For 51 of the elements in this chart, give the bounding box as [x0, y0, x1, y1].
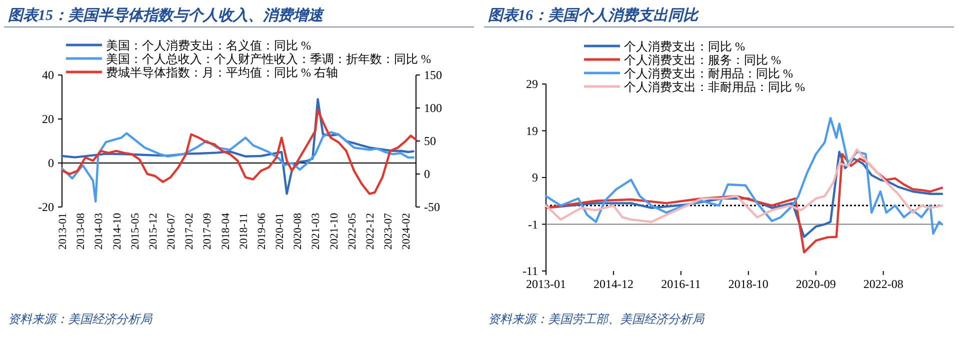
x-tick-label: 2013-01: [526, 277, 566, 291]
text: 资料来源：美国经济分析局: [8, 312, 153, 326]
legend-label: 个人消费支出：同比 %: [624, 40, 745, 54]
x-tick-label: 2022-05: [346, 212, 358, 250]
legend-label: 个人消费支出：非耐用品：同比 %: [624, 80, 805, 94]
y2-tick-label: 100: [424, 101, 442, 115]
legend-label: 美国：个人消费支出：名义值：同比 %: [106, 38, 311, 52]
text: 资料来源：美国劳工部、美国经济分析局: [488, 312, 705, 326]
x-tick-label: 2015-05: [129, 212, 142, 250]
y-tick-label: 40: [42, 68, 54, 82]
x-tick-label: 2014-03: [93, 212, 106, 250]
x-tick-label: 2013-01: [57, 213, 69, 250]
x-tick-label: 2020-01: [274, 213, 286, 250]
x-tick-label: 2017-02: [184, 213, 196, 250]
y-tick-label: 20: [42, 112, 54, 126]
x-tick-label: 2018-10: [728, 277, 768, 291]
y-tick-label: 29: [526, 77, 538, 91]
x-tick-label: 2018-04: [220, 212, 232, 250]
x-tick-label: 2022-08: [863, 277, 904, 291]
x-tick-label: 2014-10: [111, 212, 124, 250]
y2-tick-label: 50: [424, 134, 436, 148]
y-tick-label: -11: [522, 264, 538, 278]
x-tick-label: 2016-11: [661, 277, 701, 291]
chart-title: 图表16：美国个人消费支出同比: [488, 6, 700, 24]
x-tick-label: 2018-11: [238, 213, 250, 250]
y-tick-label: 0: [48, 156, 54, 170]
x-tick-label: 2022-12: [364, 213, 376, 250]
legend-label: 个人消费支出：耐用品：同比 %: [624, 66, 793, 80]
x-tick-label: 2021-03: [310, 212, 322, 250]
x-tick-label: 2017-09: [202, 212, 214, 250]
x-tick-label: 2024-02: [400, 213, 413, 250]
x-tick-label: 2021-10: [328, 212, 340, 250]
x-tick-label: 2015-12: [147, 213, 160, 250]
x-tick-label: 2019-06: [256, 212, 268, 250]
legend-label: 美国：个人总收入：个人财产性收入：季调：折年数：同比 %: [106, 52, 431, 66]
x-tick-label: 2020-08: [292, 212, 304, 250]
y-tick-label: 19: [526, 124, 538, 138]
x-tick-label: 2016-07: [166, 212, 178, 250]
chart-title: 图表15：美国半导体指数与个人收入、消费增速: [8, 6, 325, 24]
y-tick-label: -1: [528, 217, 538, 232]
y2-tick-label: -50: [424, 200, 440, 214]
x-tick-label: 2020-09: [796, 277, 836, 291]
x-tick-label: 2013-08: [75, 212, 88, 250]
x-tick-label: 2023-07: [382, 212, 395, 250]
y2-tick-label: 0: [424, 167, 430, 181]
x-tick-label: 2014-12: [593, 277, 634, 291]
y-tick-label: 9: [532, 170, 538, 184]
y2-tick-label: 150: [424, 68, 442, 82]
legend-label: 个人消费支出：服务：同比 %: [624, 53, 781, 67]
y-tick-label: -20: [38, 200, 54, 214]
legend-label: 费城半导体指数：月：平均值：同比 % 右轴: [106, 66, 338, 80]
